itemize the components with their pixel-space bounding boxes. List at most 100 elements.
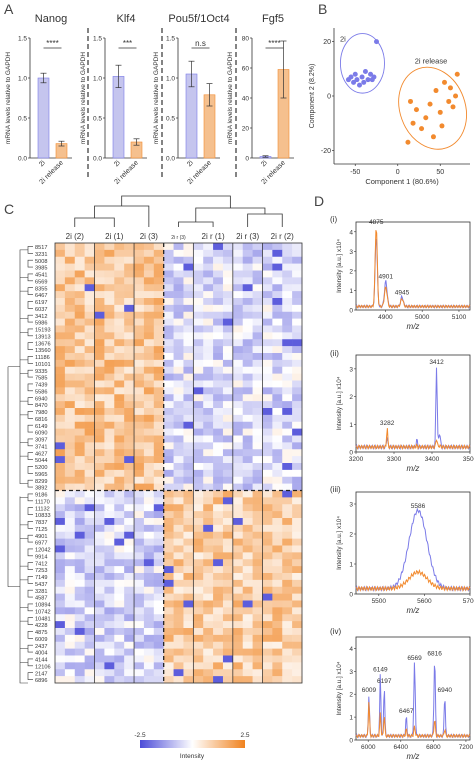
heatmap-cell bbox=[153, 662, 164, 670]
heatmap-cell bbox=[173, 353, 184, 361]
heatmap-cell bbox=[272, 476, 283, 484]
heatmap-cell bbox=[114, 346, 125, 354]
heatmap-row-label: 4627 bbox=[35, 451, 47, 457]
heatmap-cell bbox=[222, 463, 234, 471]
heatmap-cell bbox=[94, 628, 105, 636]
spectrum-(iii): (iii)5500560057000123Intensity [a.u.] x1… bbox=[330, 485, 474, 615]
heatmap-cell bbox=[213, 655, 224, 663]
heatmap-cell bbox=[84, 545, 95, 553]
heatmap-cell bbox=[292, 676, 303, 684]
y-tick-label: 1.5 bbox=[18, 36, 27, 43]
heatmap-cell bbox=[262, 648, 273, 656]
heatmap-cell bbox=[282, 621, 293, 629]
heatmap-cell bbox=[292, 641, 303, 649]
heatmap-cell bbox=[292, 566, 303, 574]
column-dendrogram bbox=[74, 195, 283, 227]
heatmap-cell bbox=[242, 490, 253, 498]
heatmap-cell bbox=[153, 628, 164, 636]
heatmap-cell bbox=[232, 318, 244, 326]
heatmap-cell bbox=[252, 490, 263, 498]
heatmap-cell bbox=[272, 298, 283, 306]
heatmap-cell bbox=[55, 621, 66, 629]
heatmap-cell bbox=[74, 641, 85, 649]
heatmap-cell bbox=[222, 291, 234, 299]
heatmap-cell bbox=[84, 463, 95, 471]
heatmap-cell bbox=[74, 408, 85, 416]
heatmap-cell bbox=[262, 614, 273, 622]
heatmap-cell bbox=[183, 559, 194, 567]
heatmap-cell bbox=[114, 559, 125, 567]
heatmap-cell bbox=[232, 366, 244, 374]
heatmap-cell bbox=[134, 586, 145, 594]
heatmap-cell bbox=[143, 414, 155, 423]
heatmap-cell bbox=[173, 531, 184, 539]
heatmap-cell bbox=[252, 256, 263, 264]
heatmap-cell bbox=[292, 497, 303, 505]
heatmap-cell bbox=[292, 291, 303, 299]
heatmap-cell bbox=[292, 332, 303, 340]
y-tick-label: -20 bbox=[321, 148, 331, 155]
heatmap-cell bbox=[64, 380, 76, 388]
heatmap-cell bbox=[222, 566, 234, 574]
heatmap-cell bbox=[173, 311, 184, 319]
heatmap-cell bbox=[124, 655, 135, 663]
heatmap-cell bbox=[183, 648, 194, 656]
heatmap-cell bbox=[64, 518, 76, 526]
heatmap-cell bbox=[272, 641, 283, 649]
heatmap-cell bbox=[134, 284, 145, 292]
heatmap-cell bbox=[64, 614, 76, 622]
heatmap-cell bbox=[262, 607, 273, 615]
heatmap-cell bbox=[143, 518, 155, 526]
heatmap-cell bbox=[124, 428, 135, 436]
heatmap-cell bbox=[232, 325, 244, 333]
heatmap-cell bbox=[213, 641, 224, 649]
heatmap-cell bbox=[183, 476, 194, 484]
colorbar-min-label: -2.5 bbox=[134, 732, 146, 739]
heatmap-cell bbox=[292, 442, 303, 450]
heatmap-cell bbox=[262, 284, 273, 292]
heatmap-cell bbox=[55, 641, 66, 649]
heatmap-cell bbox=[213, 243, 224, 251]
heatmap-cell bbox=[242, 614, 253, 622]
heatmap-cell bbox=[282, 531, 293, 539]
heatmap-cell bbox=[292, 373, 303, 381]
heatmap-cell bbox=[64, 676, 76, 684]
heatmap-cell bbox=[143, 284, 155, 292]
heatmap-cell bbox=[163, 511, 174, 519]
heatmap-cell bbox=[94, 621, 105, 629]
heatmap-cell bbox=[213, 270, 224, 278]
heatmap-cell bbox=[262, 545, 273, 553]
heatmap-cell bbox=[292, 490, 303, 498]
heatmap-cell bbox=[64, 552, 76, 560]
peak-label: 6197 bbox=[377, 678, 392, 685]
heatmap-cell bbox=[213, 353, 224, 361]
heatmap-cell bbox=[272, 579, 283, 588]
heatmap-cell bbox=[252, 655, 263, 663]
heatmap-cell bbox=[193, 662, 204, 670]
heatmap-row-label: 4587 bbox=[35, 596, 47, 602]
heatmap-cell bbox=[64, 249, 76, 258]
heatmap-cell bbox=[104, 545, 115, 553]
heatmap-cell bbox=[262, 373, 273, 381]
heatmap-cell bbox=[124, 414, 135, 423]
heatmap-cell bbox=[94, 504, 105, 512]
heatmap-cell bbox=[163, 559, 174, 567]
heatmap-cell bbox=[114, 621, 125, 629]
heatmap-cell bbox=[183, 573, 194, 581]
heatmap-cell bbox=[213, 346, 224, 354]
heatmap-cell bbox=[292, 504, 303, 512]
heatmap-cell bbox=[222, 662, 234, 670]
heatmap-cell bbox=[153, 538, 164, 546]
heatmap-cell bbox=[124, 318, 135, 326]
heatmap-cell bbox=[124, 463, 135, 471]
heatmap-cell bbox=[114, 339, 125, 347]
heatmap-cell bbox=[262, 538, 273, 546]
heatmap-cell bbox=[222, 621, 234, 629]
heatmap-cell bbox=[124, 504, 135, 512]
heatmap-cell bbox=[252, 641, 263, 649]
heatmap-cell bbox=[64, 284, 76, 292]
heatmap-cell bbox=[282, 469, 293, 478]
heatmap-cell bbox=[74, 394, 85, 402]
heatmap-cell bbox=[143, 504, 155, 512]
heatmap-cell bbox=[252, 332, 263, 340]
